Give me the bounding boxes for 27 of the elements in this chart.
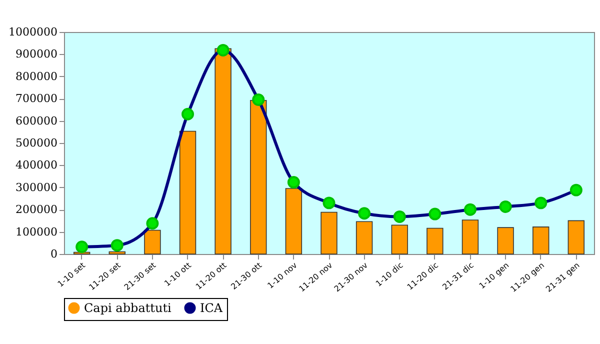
legend-label: ICA bbox=[200, 301, 223, 315]
bar bbox=[391, 224, 408, 254]
bar bbox=[250, 100, 267, 254]
bar bbox=[532, 226, 550, 254]
y-tick-label: 400000 bbox=[16, 158, 58, 172]
bar bbox=[568, 220, 585, 254]
y-tick-label: 500000 bbox=[16, 136, 58, 150]
y-tick-label: 1000000 bbox=[8, 26, 58, 38]
y-tick-label: 700000 bbox=[16, 92, 58, 106]
bar bbox=[144, 230, 161, 254]
y-tick-label: 600000 bbox=[16, 114, 58, 128]
bar bbox=[497, 227, 514, 254]
bar bbox=[285, 188, 302, 254]
bar bbox=[426, 228, 444, 254]
y-tick-label: 200000 bbox=[16, 203, 58, 216]
bar bbox=[462, 220, 479, 254]
y-tick-label: 300000 bbox=[16, 180, 58, 194]
bar bbox=[320, 212, 338, 254]
y-tick-label: 800000 bbox=[16, 70, 58, 83]
bar bbox=[214, 48, 232, 254]
y-tick-label: 900000 bbox=[16, 48, 58, 61]
bar bbox=[356, 221, 373, 254]
y-tick-label: 100000 bbox=[16, 225, 58, 238]
legend-label: Capi abbattuti bbox=[84, 301, 172, 315]
bar bbox=[179, 130, 196, 254]
y-tick-label: 0 bbox=[50, 248, 58, 260]
bar bbox=[108, 251, 126, 254]
